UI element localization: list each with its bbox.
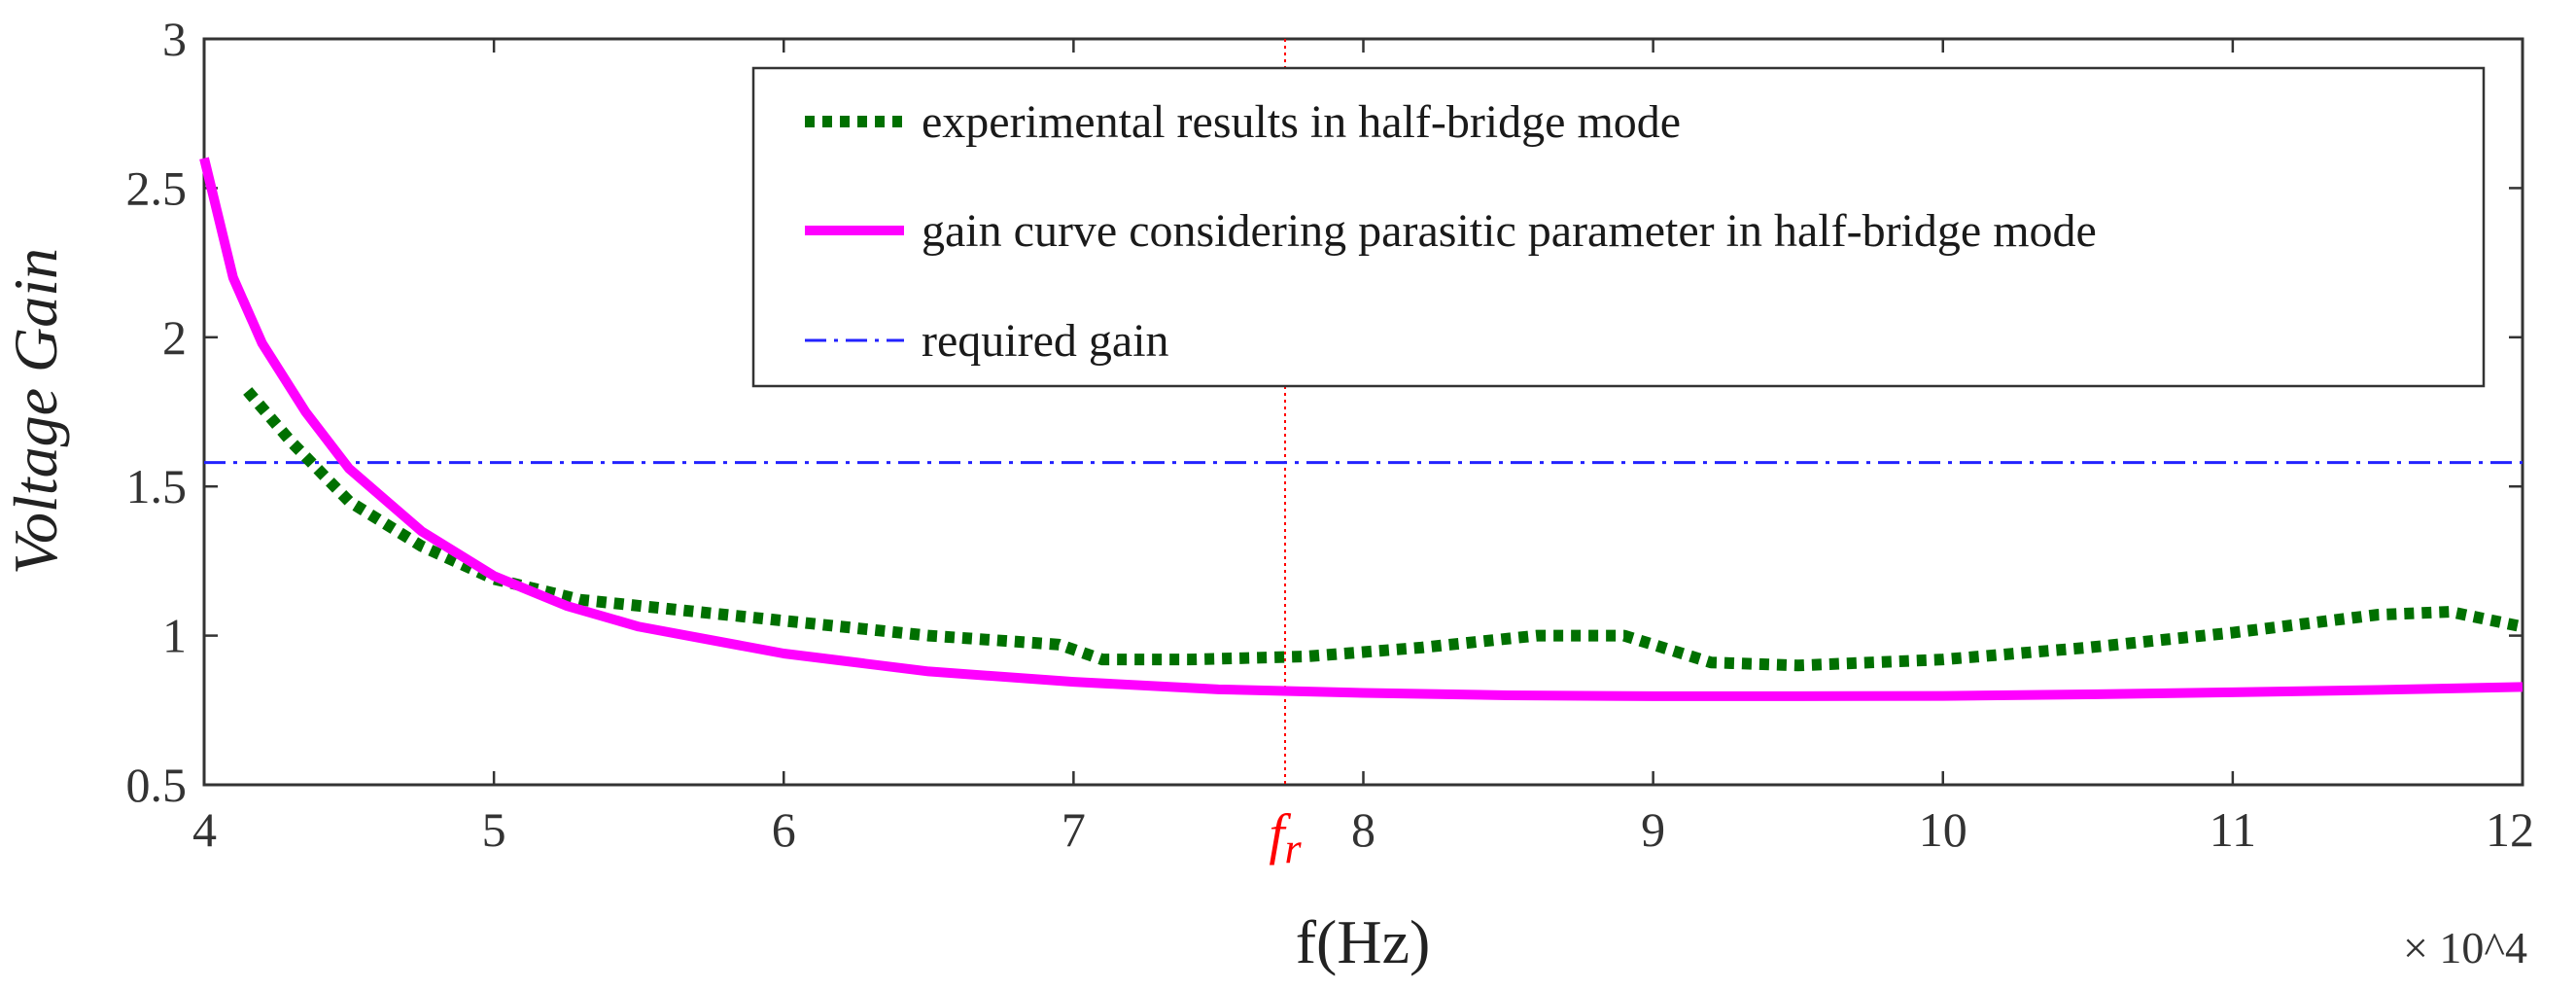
x-tick-label: 5	[482, 802, 506, 857]
x-tick-label: 10	[1919, 802, 1967, 857]
resonant-frequency-label: fr	[1269, 802, 1302, 872]
legend-label-required-gain: required gain	[922, 315, 1169, 367]
y-axis-title: Voltage Gain	[1, 248, 70, 575]
legend: experimental results in half-bridge mode…	[751, 66, 2486, 388]
series-layer	[199, 157, 2524, 701]
y-tick-label: 1	[162, 609, 187, 663]
y-tick-label: 1.5	[126, 459, 188, 513]
x-tick-label: 6	[772, 802, 796, 857]
x-tick-label: 8	[1351, 802, 1375, 857]
y-axis-ticks: 0.5 1 1.5 2 2.5 3	[126, 12, 2523, 812]
x-axis-ticks: 4 5 6 7 8 9 10 11 12	[192, 39, 2534, 857]
legend-box	[751, 66, 2486, 388]
x-tick-label: 9	[1641, 802, 1665, 857]
y-tick-label: 0.5	[126, 758, 188, 812]
legend-label-gain-curve: gain curve considering parasitic paramet…	[922, 205, 2097, 257]
x-tick-label: 7	[1062, 802, 1086, 857]
y-tick-label: 2.5	[126, 160, 188, 215]
legend-label-experimental: experimental results in half-bridge mode	[922, 96, 1681, 148]
x-axis-title: f(Hz)	[1296, 907, 1431, 976]
y-tick-label: 3	[162, 12, 187, 66]
y-tick-label: 2	[162, 310, 187, 365]
x-tick-label: 4	[192, 802, 217, 857]
fr-label-sub: r	[1285, 825, 1303, 872]
series-gain-curve-line	[199, 157, 2524, 701]
x-tick-label: 12	[2486, 802, 2534, 857]
x-axis-multiplier: × 10^4	[2403, 923, 2527, 972]
x-tick-label: 11	[2210, 802, 2256, 857]
